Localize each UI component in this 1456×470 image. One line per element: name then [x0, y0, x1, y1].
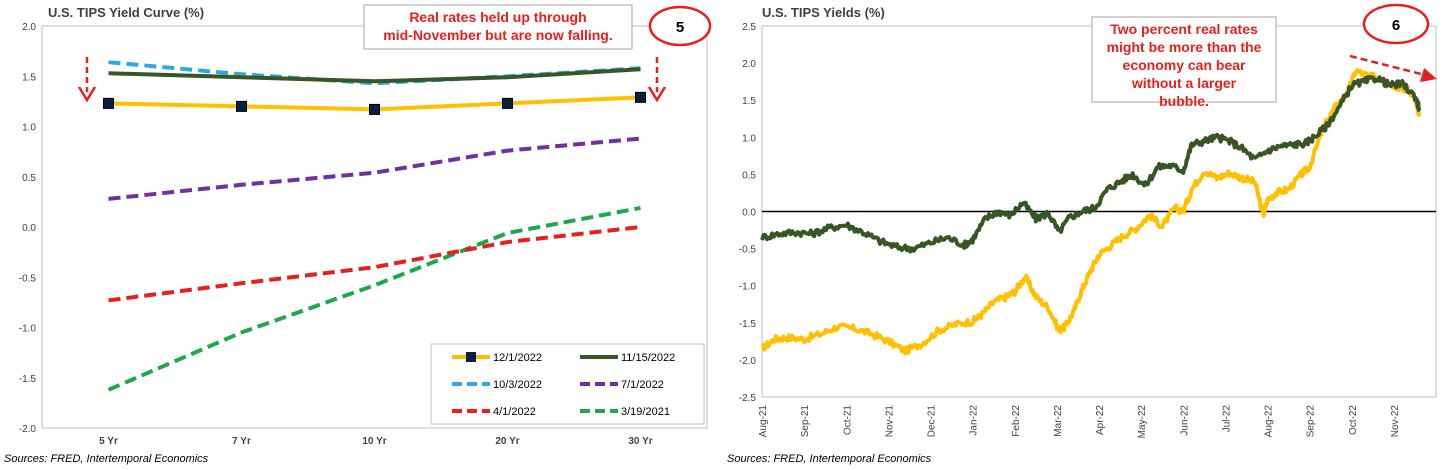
right-callout-box — [1091, 16, 1277, 103]
right-y-axis: 2.5 2.0 1.5 1.0 0.5 0.0 -0.5 -1.0 -1.5 -2.0 -2.5 — [739, 22, 757, 404]
right-x-tick-label: Oct-21 — [842, 405, 853, 435]
right-y-tick-label: -2.5 — [739, 393, 757, 404]
series-marker — [103, 97, 114, 109]
left-source-note: Sources: FRED, Intertemporal Economics — [4, 453, 209, 465]
right-x-tick-label: May-22 — [1137, 405, 1148, 439]
right-chart-title: U.S. TIPS Yields (%) — [762, 5, 885, 20]
right-x-tick-label: Nov-21 — [884, 405, 895, 438]
callout-line: Two percent real rates — [1110, 21, 1258, 37]
right-y-tick-label: 2.5 — [742, 22, 756, 33]
right-x-tick-label: Aug-21 — [758, 405, 769, 438]
right-x-tick-label: Apr-22 — [1095, 405, 1106, 435]
left-y-tick-label: -0.5 — [19, 273, 37, 284]
left-x-tick-label: 10 Yr — [362, 436, 386, 447]
legend-label: 11/15/2022 — [621, 352, 675, 364]
left-y-axis: 2.0 1.5 1.0 0.5 0.0 -0.5 -1.0 -1.5 -2.0 — [19, 22, 37, 435]
callout-line: mid-November but are now falling. — [383, 27, 612, 43]
right-y-tick-label: -2.0 — [739, 356, 757, 367]
legend-label: 4/1/2022 — [493, 406, 536, 418]
right-x-tick-label: Dec-21 — [927, 405, 938, 438]
left-x-tick-label: 7 Yr — [232, 436, 251, 447]
right-down-arrow-icon — [647, 57, 667, 103]
legend-marker — [466, 352, 476, 362]
left-y-tick-label: 0.5 — [22, 173, 36, 184]
left-series-group — [103, 60, 646, 392]
callout-line: economy can bear — [1123, 57, 1246, 73]
right-y-tick-label: 1.0 — [742, 133, 756, 144]
right-x-tick-label: Sep-22 — [1306, 405, 1317, 438]
right-y-tick-label: 0.0 — [742, 208, 756, 219]
callout-line: might be more than the — [1107, 39, 1262, 55]
callout-line: without a larger — [1131, 75, 1237, 91]
left-x-axis: 5 Yr 7 Yr 10 Yr 20 Yr 30 Yr — [99, 436, 653, 447]
series-marker — [369, 103, 380, 115]
series-line-4-1-2022 — [108, 225, 641, 303]
right-y-tick-label: -1.0 — [739, 282, 757, 293]
left-y-tick-label: -1.5 — [19, 374, 37, 385]
right-x-tick-label: Sep-21 — [800, 405, 811, 438]
left-badge — [648, 5, 712, 47]
right-badge — [1362, 3, 1430, 45]
left-badge-number: 5 — [676, 19, 684, 36]
series-marker — [502, 97, 513, 109]
left-legend-entries: 12/1/2022 11/15/2022 10/3/2022 7/1/2022 4/1/… — [452, 352, 675, 418]
series-marker — [236, 100, 247, 112]
legend-label: 3/19/2021 — [621, 406, 670, 418]
legend-label: 10/3/2022 — [493, 379, 542, 391]
right-source-note: Sources: FRED, Intertemporal Economics — [727, 453, 932, 465]
right-x-tick-label: Oct-22 — [1348, 405, 1359, 435]
right-x-tick-label: Nov-22 — [1390, 405, 1401, 438]
trend-arrow-icon — [1349, 54, 1437, 82]
right-series-group — [760, 68, 1422, 356]
right-x-axis: Aug-21 Sep-21 Oct-21 Nov-21 Dec-21 Jan-22 Feb-… — [758, 405, 1401, 439]
right-y-tick-label: -1.5 — [739, 319, 757, 330]
left-x-tick-label: 30 Yr — [628, 436, 652, 447]
right-x-tick-label: Jul-22 — [1221, 405, 1232, 433]
right-callout-text: Two percent real rates might be more than… — [1107, 21, 1262, 109]
left-callout-text: Real rates held up through mid-November b… — [383, 9, 612, 43]
right-x-tick-label: Feb-22 — [1011, 405, 1022, 437]
left-y-tick-label: 0.0 — [22, 223, 36, 234]
right-y-tick-label: 0.5 — [742, 170, 756, 181]
left-chart-title: U.S. TIPS Yield Curve (%) — [48, 5, 204, 20]
right-badge-number: 6 — [1392, 17, 1400, 34]
callout-line: Real rates held up through — [409, 9, 586, 25]
callout-line: bubble. — [1159, 93, 1209, 109]
left-y-tick-label: -1.0 — [19, 324, 37, 335]
series-marker — [635, 91, 646, 103]
right-y-tick-label: 1.5 — [742, 96, 756, 107]
series-line-11-15-2022 — [108, 67, 641, 84]
left-y-tick-label: 1.0 — [22, 123, 36, 134]
series-line-7-1-2022 — [108, 136, 641, 201]
left-y-tick-label: -2.0 — [19, 424, 37, 435]
left-down-arrow-icon — [77, 57, 97, 103]
right-y-tick-label: 2.0 — [742, 59, 756, 70]
left-y-tick-label: 2.0 — [22, 22, 36, 33]
right-x-tick-label: Jan-22 — [969, 405, 980, 436]
left-callout-box — [363, 4, 633, 50]
legend-label: 7/1/2022 — [621, 379, 664, 391]
series-line-3-19-2021 — [107, 205, 641, 392]
right-x-tick-label: Jun-22 — [1179, 405, 1190, 436]
right-y-tick-label: -0.5 — [739, 245, 757, 256]
series-line-green — [760, 75, 1422, 254]
left-x-tick-label: 20 Yr — [495, 436, 519, 447]
right-x-tick-label: Aug-22 — [1264, 405, 1275, 438]
legend-label: 12/1/2022 — [493, 352, 542, 364]
right-x-tick-label: Mar-22 — [1053, 405, 1064, 437]
left-x-tick-label: 5 Yr — [99, 436, 118, 447]
left-y-tick-label: 1.5 — [22, 72, 36, 83]
